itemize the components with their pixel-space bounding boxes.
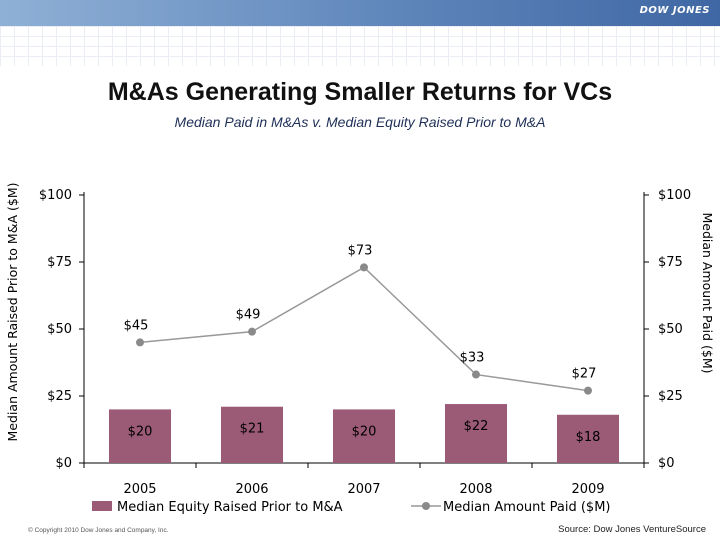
bar-value-label: $21 — [240, 422, 265, 437]
line-value-label: $45 — [124, 318, 149, 333]
left-tick-label: $75 — [47, 255, 72, 270]
bar-2009 — [557, 414, 619, 463]
left-tick-label: $50 — [47, 322, 72, 337]
bar-2006 — [221, 406, 283, 463]
line-value-label: $73 — [348, 243, 373, 258]
line-point-2008 — [472, 370, 480, 379]
bar-2005 — [109, 409, 171, 463]
chart-subtitle: Median Paid in M&As v. Median Equity Rai… — [174, 114, 546, 130]
dow-jones-logo: DOW JONES — [639, 5, 710, 16]
legend-line-label: Median Amount Paid ($M) — [443, 500, 610, 515]
line-point-2009 — [584, 386, 592, 395]
legend-bar-label: Median Equity Raised Prior to M&A — [117, 500, 343, 515]
line-value-label: $27 — [572, 367, 597, 382]
line-point-2005 — [136, 338, 144, 347]
right-tick-label: $100 — [658, 188, 691, 203]
bar-series — [109, 404, 619, 463]
left-axis-title: Median Amount Raised Prior to M&A ($M) — [5, 183, 20, 442]
bar-value-label: $20 — [128, 424, 153, 439]
line-value-label: $33 — [460, 351, 485, 366]
x-tick-label: 2008 — [459, 482, 492, 497]
left-tick-label: $100 — [39, 188, 72, 203]
source-text: Source: Dow Jones VentureSource — [558, 524, 706, 535]
x-tick-label: 2005 — [123, 482, 156, 497]
line-point-2007 — [360, 263, 368, 272]
right-tick-label: $25 — [658, 389, 683, 404]
header-bar: DOW JONES — [0, 0, 720, 26]
line-value-label: $49 — [236, 308, 261, 323]
data-labels: $20 $21 $20 $22 $18 $45 $49 $73 $33 $27 — [124, 243, 601, 444]
line-series — [136, 263, 592, 395]
chart-legend: Median Equity Raised Prior to M&A Median … — [92, 500, 610, 515]
x-tick-label: 2009 — [571, 482, 604, 497]
amount-paid-line — [139, 266, 589, 392]
bar-value-label: $22 — [464, 419, 489, 434]
chart-title: M&As Generating Smaller Returns for VCs — [107, 78, 613, 106]
bar-value-label: $18 — [576, 430, 601, 445]
left-tick-label: $0 — [55, 456, 72, 471]
right-tick-label: $0 — [658, 456, 675, 471]
right-tick-label: $50 — [658, 322, 683, 337]
bar-2008 — [445, 404, 507, 463]
left-tick-label: $25 — [47, 389, 72, 404]
right-axis-title: Median Amount Paid ($M) — [700, 212, 715, 373]
legend-bar-swatch — [92, 501, 112, 511]
line-point-2006 — [248, 327, 256, 336]
bar-value-label: $20 — [352, 424, 377, 439]
header-grid-pattern — [0, 26, 720, 66]
bar-2007 — [333, 409, 395, 463]
copyright-text: © Copyright 2010 Dow Jones and Company, … — [28, 527, 169, 534]
legend-line-marker — [422, 502, 430, 510]
x-tick-label: 2006 — [235, 482, 268, 497]
x-tick-label: 2007 — [347, 482, 380, 497]
right-tick-label: $75 — [658, 255, 683, 270]
